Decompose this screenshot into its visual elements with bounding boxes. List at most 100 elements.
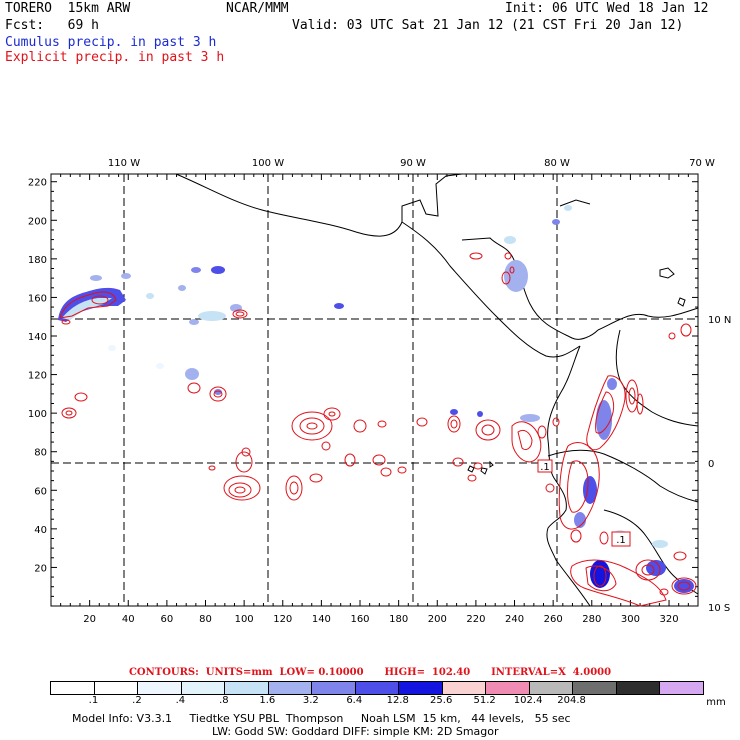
explicit-contour: [372, 454, 386, 466]
y-tick-marks: [51, 181, 698, 597]
cumulus-cell: [178, 285, 186, 291]
explicit-contour: [469, 252, 483, 260]
cumulus-cell: [334, 303, 344, 309]
colorbar-cell: [659, 682, 703, 694]
colorbar-cell: [51, 682, 94, 694]
explicit-contour: [306, 422, 318, 430]
lat-label-10s: 10 S: [708, 603, 730, 614]
explicit-contour: [416, 417, 428, 427]
x-tick-label: 20: [83, 614, 96, 625]
galapagos-islands: [467, 460, 494, 475]
x-tick-label: 260: [544, 614, 563, 625]
colorbar-label: 25.6: [430, 695, 453, 706]
cumulus-cell: [214, 389, 222, 395]
colorbar-cell: [485, 682, 529, 694]
explicit-contour: [599, 531, 609, 545]
explicit-contour: [353, 419, 367, 433]
explicit-contour: [673, 551, 687, 561]
colorbar-cell: [93, 682, 138, 694]
lon-label-90w: 90 W: [400, 158, 426, 169]
explicit-contour: [377, 420, 387, 428]
colorbar-label: .1: [88, 695, 99, 706]
explicit-contour: [235, 311, 245, 317]
colorbar-cell: [441, 682, 486, 694]
explicit-contour: [241, 447, 251, 457]
cumulus-cell: [121, 273, 131, 279]
explicit-contour: [309, 473, 323, 483]
border-colombia-ecuador: [547, 449, 699, 503]
cumulus-cell: [674, 579, 694, 593]
explicit-contour: [213, 390, 223, 398]
explicit-contour: [668, 332, 676, 340]
colorbar: [50, 681, 704, 695]
mexico-coast: [175, 173, 463, 237]
x-tick-label: 240: [505, 614, 524, 625]
explicit-contour: [641, 564, 655, 576]
y-tick-label: 220: [28, 178, 47, 189]
explicit-contour: [61, 407, 77, 419]
cumulus-cell: [564, 205, 572, 211]
explicit-contour: [659, 588, 669, 596]
explicit-contour: [289, 481, 299, 495]
explicit-contour: [187, 382, 201, 394]
explicit-contour: [552, 417, 560, 427]
y-tick-label: 120: [28, 371, 47, 382]
model-title: TORERO 15km ARW: [5, 1, 131, 16]
cumulus-cell: [450, 409, 458, 415]
explicit-contour: [537, 425, 547, 439]
colorbar-label: .2: [132, 695, 142, 706]
explicit-contour: [595, 391, 615, 434]
x-tick-label: 40: [122, 614, 135, 625]
explicit-contour: [209, 386, 227, 402]
explicit-contour: [635, 559, 661, 581]
cumulus-cell: [504, 260, 528, 292]
y-tick-label: 80: [34, 448, 47, 459]
explicit-contour: [467, 474, 477, 482]
border-colombia-venezuela: [615, 329, 699, 427]
explicit-contour: [504, 252, 512, 260]
explicit-contour: [636, 393, 644, 415]
colorbar-label: 51.2: [473, 695, 496, 706]
colorbar-label: 3.2: [302, 695, 319, 706]
explicit-contour: [452, 457, 464, 467]
explicit-contour: [570, 529, 582, 543]
cumulus-cell: [211, 266, 225, 274]
map-frame: [50, 173, 699, 607]
south-america-north-coast: [597, 307, 699, 331]
colorbar-label: 6.4: [346, 695, 363, 706]
explicit-contour: [593, 565, 607, 587]
x-tick-label: 180: [389, 614, 408, 625]
cumulus-cell: [520, 414, 540, 422]
explicit-contour: [91, 295, 109, 305]
cumulus-cell: [108, 345, 116, 351]
y-tick-label: 200: [28, 216, 47, 227]
explicit-contour: [501, 271, 511, 285]
explicit-contour: [517, 429, 533, 451]
lon-label-80w: 80 W: [544, 158, 570, 169]
colorbar-cell: [137, 682, 181, 694]
cumulus-cell: [596, 400, 612, 440]
cumulus-cell: [552, 219, 560, 225]
explicit-contour: [223, 475, 261, 501]
south-america-west-coast: [546, 345, 591, 607]
x-tick-label: 300: [621, 614, 640, 625]
explicit-contour: [235, 451, 253, 473]
colorbar-cell: [354, 682, 399, 694]
cumulus-cell: [477, 411, 483, 417]
explicit-contour: [680, 323, 692, 337]
explicit-contour: [232, 309, 248, 319]
y-tick-label: 100: [28, 409, 47, 420]
colorbar-cell: [528, 682, 573, 694]
x-tick-marks: [60, 174, 689, 606]
explicit-contour: [567, 460, 589, 513]
cumulus-precip-areas: [58, 205, 694, 593]
lon-label-100w: 100 W: [252, 158, 284, 169]
explicit-contour: [321, 441, 331, 451]
station-box: [611, 531, 631, 547]
explicit-contour: [671, 577, 697, 595]
explicit-contour: [475, 419, 501, 441]
x-tick-label: 80: [199, 614, 212, 625]
cumulus-cell: [191, 267, 201, 273]
explicit-contour: [74, 392, 88, 402]
